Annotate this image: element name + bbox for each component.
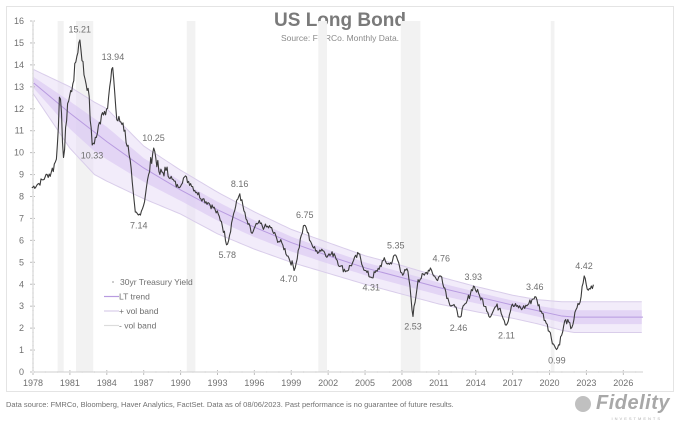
- data-label: 2.53: [404, 321, 422, 331]
- data-label: 10.25: [142, 133, 165, 143]
- fidelity-logo: Fidelity: [595, 392, 670, 414]
- x-tick-label: 2008: [392, 378, 412, 388]
- plus-vol-band-line: [32, 68, 642, 303]
- data-label: 15.21: [68, 24, 91, 34]
- x-tick-label: 1996: [244, 378, 264, 388]
- data-label: 4.31: [362, 282, 380, 292]
- data-label: 3.93: [465, 272, 483, 282]
- data-label: 4.76: [433, 254, 451, 264]
- y-tick-label: 14: [14, 60, 24, 70]
- recession-shading: [57, 21, 64, 372]
- legend-marker-yield: [112, 281, 114, 283]
- y-tick-label: 9: [19, 170, 24, 180]
- data-label: 5.35: [387, 241, 405, 251]
- footer-note: Data source: FMRCo, Bloomberg, Haver Ana…: [6, 400, 454, 409]
- data-label: 5.78: [219, 250, 237, 260]
- minus-vol-band-line: [32, 93, 642, 334]
- recession-shading: [318, 21, 327, 372]
- legend-label: + vol band: [119, 306, 159, 316]
- recession-shading: [76, 21, 94, 372]
- data-label: 2.11: [498, 331, 515, 341]
- legend-label: - vol band: [119, 321, 157, 331]
- legend-label: 30yr Treasury Yield: [120, 277, 193, 287]
- y-tick-label: 10: [14, 148, 24, 158]
- y-tick-label: 15: [14, 38, 24, 48]
- y-tick-label: 13: [14, 82, 24, 92]
- y-tick-label: 5: [19, 257, 24, 267]
- chart-title: US Long Bond: [274, 10, 406, 31]
- x-tick-label: 2026: [613, 378, 633, 388]
- legend-label: LT trend: [119, 292, 150, 302]
- x-tick-label: 2020: [540, 378, 560, 388]
- x-tick-label: 2017: [503, 378, 523, 388]
- y-tick-label: 2: [19, 323, 24, 333]
- x-tick-label: 2023: [576, 378, 596, 388]
- data-label: 2.46: [450, 323, 468, 333]
- data-label: 8.16: [231, 179, 249, 189]
- fidelity-logo-icon: [575, 396, 591, 412]
- x-tick-label: 1999: [281, 378, 301, 388]
- y-tick-label: 12: [14, 104, 24, 114]
- data-label: 6.75: [296, 210, 314, 220]
- data-label: 13.94: [102, 52, 125, 62]
- fidelity-logo-sub: INVESTMENTS: [611, 416, 662, 421]
- recession-shading: [550, 21, 555, 372]
- x-tick-label: 1993: [207, 378, 227, 388]
- chart-subtitle: Source: FMRCo. Monthly Data.: [280, 33, 400, 43]
- y-tick-label: 3: [19, 301, 24, 311]
- data-label: 0.99: [548, 355, 566, 365]
- data-label: 4.70: [280, 274, 298, 284]
- x-tick-label: 1987: [134, 378, 154, 388]
- vol-band-area: [33, 69, 642, 333]
- x-tick-label: 2014: [466, 378, 486, 388]
- y-tick-label: 11: [15, 126, 24, 136]
- data-label: 3.46: [526, 282, 544, 292]
- data-label: 7.14: [130, 220, 148, 230]
- x-tick-label: 2005: [355, 378, 375, 388]
- y-tick-label: 16: [14, 16, 24, 26]
- y-tick-label: 4: [19, 279, 24, 289]
- y-tick-label: 0: [19, 367, 24, 377]
- y-tick-label: 8: [19, 192, 24, 202]
- x-tick-label: 2002: [318, 378, 338, 388]
- x-tick-label: 1984: [97, 378, 117, 388]
- y-tick-label: 1: [19, 345, 24, 355]
- data-label: 10.33: [81, 150, 104, 160]
- treasury-yield-line: [31, 39, 594, 351]
- x-tick-label: 1981: [60, 378, 80, 388]
- recession-shading: [400, 21, 421, 372]
- x-tick-label: 1990: [171, 378, 191, 388]
- x-tick-label: 2011: [429, 378, 448, 388]
- y-tick-label: 7: [19, 213, 24, 223]
- x-tick-label: 1978: [23, 378, 43, 388]
- data-label: 4.42: [575, 261, 593, 271]
- y-tick-label: 6: [19, 235, 24, 245]
